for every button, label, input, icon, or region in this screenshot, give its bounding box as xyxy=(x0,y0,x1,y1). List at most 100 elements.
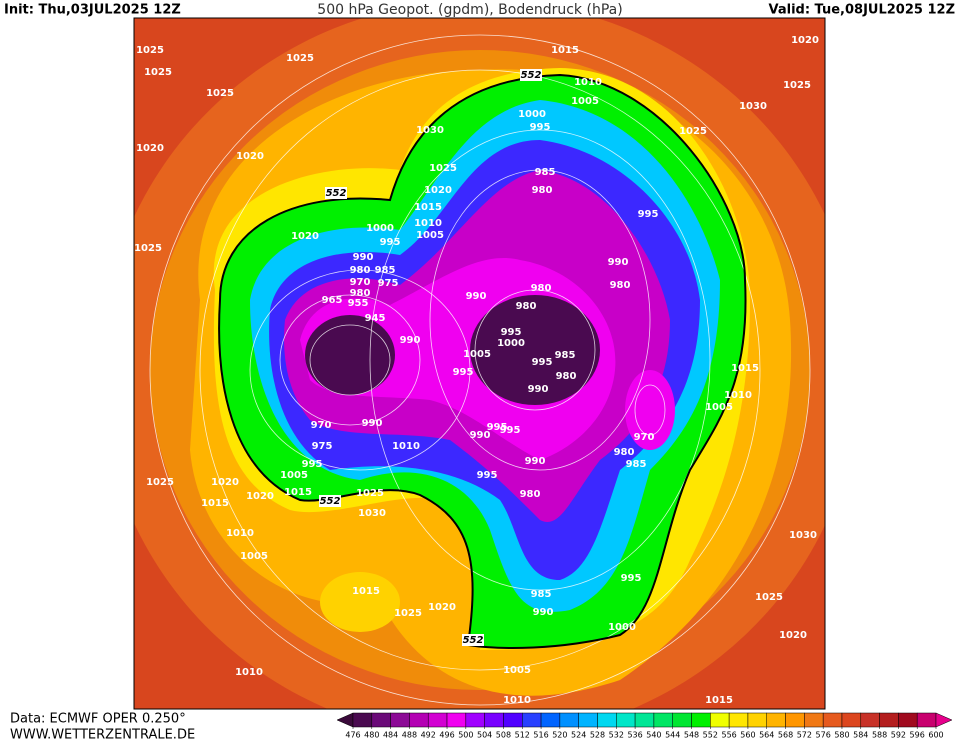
colorbar-tick-label: 536 xyxy=(627,731,642,740)
isobar-label: 1010 xyxy=(574,77,602,88)
website: WWW.WETTERZENTRALE.DE xyxy=(10,728,195,741)
isobar-label: 1005 xyxy=(705,402,733,413)
isobar-label: 1005 xyxy=(416,230,444,241)
isobar-label: 1030 xyxy=(416,125,444,136)
map-field xyxy=(134,18,825,709)
contour-label-box xyxy=(325,187,347,199)
colorbar-box xyxy=(728,712,749,728)
contour-label: 552 xyxy=(320,496,341,507)
isobar-label: 1010 xyxy=(392,441,420,452)
colorbar-tick-label: 528 xyxy=(590,731,605,740)
isobar-label: 990 xyxy=(608,257,629,268)
colorbar-box xyxy=(352,712,373,728)
isobar-label: 985 xyxy=(535,167,556,178)
contour-label-box xyxy=(319,495,341,507)
isobar-label: 1015 xyxy=(731,363,759,374)
colorbar-tick-label: 576 xyxy=(816,731,831,740)
isobar-label: 1015 xyxy=(551,45,579,56)
colorbar-arrow-high xyxy=(935,712,953,728)
colorbar-box xyxy=(747,712,767,728)
isobar-label: 970 xyxy=(634,432,655,443)
isobar-label: 1025 xyxy=(146,477,174,488)
isobar-label: 1025 xyxy=(356,488,384,499)
colorbar-box xyxy=(898,712,918,728)
isobar-label: 1015 xyxy=(201,498,229,509)
colorbar-box xyxy=(822,712,843,728)
isobar-label: 1010 xyxy=(503,695,531,706)
isobar-label: 1025 xyxy=(755,592,783,603)
contour-label: 552 xyxy=(521,70,542,81)
colorbar-box xyxy=(484,712,504,728)
isobar-label: 970 xyxy=(350,277,371,288)
isobar-label: 1015 xyxy=(705,695,733,706)
colorbar-tick-label: 488 xyxy=(402,731,417,740)
isobar-label: 1025 xyxy=(286,53,314,64)
colorbar-tick-label: 588 xyxy=(872,731,887,740)
isobar-label: 995 xyxy=(477,470,498,481)
isobar-label: 1020 xyxy=(428,602,456,613)
isobar-label: 990 xyxy=(533,607,554,618)
colorbar-tick-label: 480 xyxy=(364,731,379,740)
isobar-label: 995 xyxy=(302,459,323,470)
isobar-label: 1000 xyxy=(518,109,546,120)
colorbar-box xyxy=(446,712,467,728)
colorbar-tick-label: 548 xyxy=(684,731,699,740)
colorbar-tick-label: 496 xyxy=(439,731,454,740)
colorbar-box xyxy=(691,712,711,728)
isobar-label: 995 xyxy=(500,425,521,436)
colorbar-tick-label: 532 xyxy=(609,731,624,740)
isobar-label: 1015 xyxy=(352,586,380,597)
colorbar-tick-label: 492 xyxy=(421,731,436,740)
colorbar-box xyxy=(672,712,692,728)
isobar-label: 995 xyxy=(638,209,659,220)
isobar-label: 1020 xyxy=(236,151,264,162)
isobar-label: 1010 xyxy=(724,390,752,401)
isobar-label: 1030 xyxy=(789,530,817,541)
isobar-label: 1030 xyxy=(358,508,386,519)
isobar-label: 990 xyxy=(353,252,374,263)
colorbar-box xyxy=(597,712,617,728)
isobar-label: 990 xyxy=(466,291,487,302)
isobar-label: 1010 xyxy=(226,528,254,539)
colorbar-tick-label: 568 xyxy=(778,731,793,740)
isobar-label: 1015 xyxy=(414,202,442,213)
colorbar-box xyxy=(540,712,561,728)
isobar-label: 1000 xyxy=(366,223,394,234)
isobar-label: 1025 xyxy=(206,88,234,99)
isobar-label: 980 xyxy=(531,283,552,294)
isobar-label: 965 xyxy=(322,295,343,306)
colorbar-tick-label: 560 xyxy=(740,731,755,740)
colorbar-tick-label: 596 xyxy=(910,731,925,740)
isobar-label: 980 xyxy=(516,301,537,312)
colorbar-box xyxy=(503,712,523,728)
isobar-label: 1025 xyxy=(429,163,457,174)
isobar-label: 980 xyxy=(350,288,371,299)
isobar-label: 980 xyxy=(614,447,635,458)
isobar-label: 985 xyxy=(555,350,576,361)
colorbar-box xyxy=(465,712,485,728)
isobar-label: 990 xyxy=(528,384,549,395)
map-frame xyxy=(133,17,826,710)
isobar-label: 990 xyxy=(525,456,546,467)
isobar-label: 995 xyxy=(532,357,553,368)
colorbar-tick-label: 504 xyxy=(477,731,492,740)
isobar-label: 1030 xyxy=(739,101,767,112)
isobar-label: 1020 xyxy=(246,491,274,502)
contour-label: 552 xyxy=(463,635,484,646)
colorbar-box xyxy=(766,712,786,728)
contour-label-box xyxy=(462,634,484,646)
isobar-label: 985 xyxy=(531,589,552,600)
colorbar-box xyxy=(616,712,636,728)
colorbar-box xyxy=(559,712,579,728)
colorbar-tick-label: 540 xyxy=(646,731,661,740)
colorbar-box xyxy=(634,712,655,728)
colorbar-tick-label: 484 xyxy=(383,731,398,740)
isobar-label: 1025 xyxy=(144,67,172,78)
colorbar-tick-label: 556 xyxy=(721,731,736,740)
colorbar-tick-label: 584 xyxy=(853,731,868,740)
isobar-label: 990 xyxy=(470,430,491,441)
colorbar-box xyxy=(390,712,410,728)
isobar-label: 995 xyxy=(501,327,522,338)
contour-label: 552 xyxy=(326,188,347,199)
isobar-label: 1005 xyxy=(280,470,308,481)
